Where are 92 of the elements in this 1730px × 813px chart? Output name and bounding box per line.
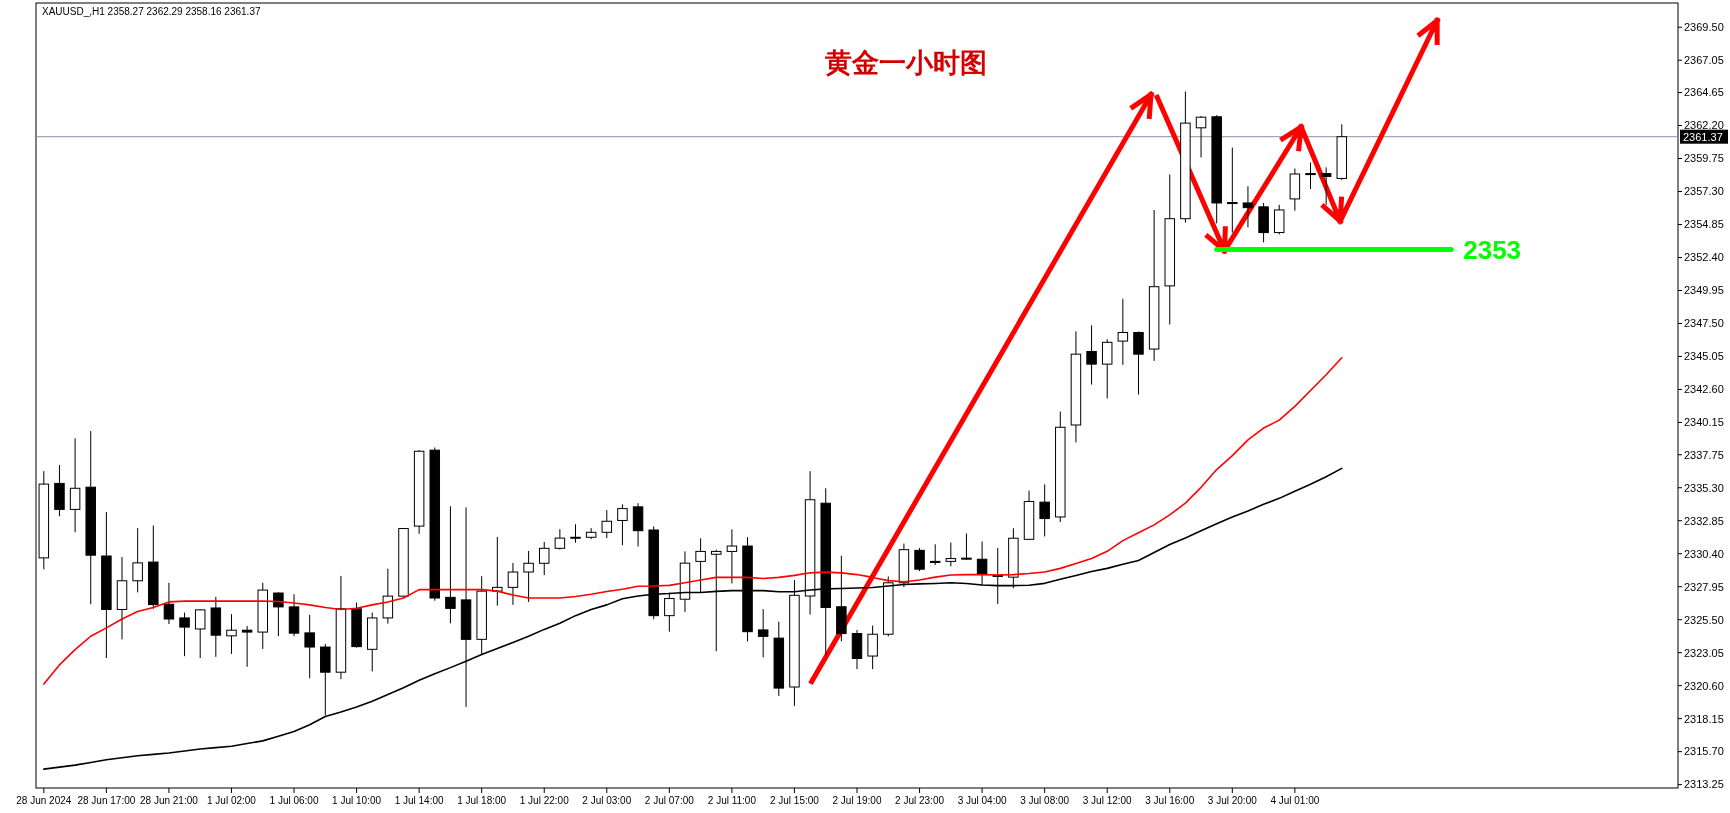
- candlestick: [538, 541, 550, 576]
- x-tick-label: 1 Jul 22:00: [519, 795, 570, 806]
- x-tick-label: 2 Jul 15:00: [769, 795, 820, 806]
- y-tick-label: 2347.50: [1684, 317, 1724, 330]
- x-tick-label: 28 Jun 17:00: [77, 795, 136, 806]
- line-series: [43, 357, 1343, 685]
- candlestick: [241, 625, 253, 668]
- y-tick-label: 2330.40: [1684, 547, 1724, 560]
- y-tick-label: 2369.50: [1684, 21, 1724, 34]
- x-tick-label: 28 Jun 21:00: [140, 795, 199, 806]
- candlestick: [1117, 298, 1129, 366]
- x-tick-label: 1 Jul 02:00: [207, 795, 257, 806]
- x-tick-label: 3 Jul 04:00: [957, 795, 1007, 806]
- candlestick: [1133, 331, 1144, 396]
- x-tick-label: 3 Jul 16:00: [1145, 795, 1195, 806]
- ref-line-label: 2361.37: [1683, 130, 1723, 143]
- candlestick: [445, 505, 456, 624]
- candlestick: [382, 568, 394, 625]
- line-series: [43, 467, 1343, 770]
- x-tick-label: 4 Jul 01:00: [1270, 795, 1320, 806]
- candlestick: [617, 503, 628, 546]
- y-tick-label: 2337.75: [1684, 448, 1724, 461]
- y-tick-label: 2323.05: [1684, 646, 1724, 659]
- text: 黄金一小时图: [824, 47, 988, 78]
- x-tick-label: 3 Jul 12:00: [1082, 795, 1133, 806]
- candlestick: [601, 509, 613, 539]
- y-tick-label: 2318.15: [1684, 712, 1724, 725]
- candlestick: [1305, 162, 1316, 190]
- x-tick-label: 1 Jul 14:00: [394, 795, 445, 806]
- y-tick-label: 2359.75: [1684, 152, 1724, 165]
- y-tick-label: 2340.15: [1684, 416, 1724, 429]
- y-tick-label: 2345.05: [1684, 350, 1724, 363]
- candlestick: [1320, 166, 1332, 206]
- candlestick: [914, 547, 925, 572]
- x-tick-label: 1 Jul 10:00: [332, 795, 382, 806]
- candlestick: [1242, 185, 1254, 228]
- candlestick: [1101, 338, 1113, 399]
- candlestick: [867, 625, 878, 670]
- y-tick-label: 2367.05: [1684, 54, 1724, 67]
- candlestick: [523, 550, 534, 603]
- candlestick: [1273, 204, 1285, 235]
- candlestick: [1086, 324, 1097, 386]
- candlestick: [1195, 115, 1207, 158]
- candlestick: [304, 614, 315, 679]
- candlestick: [132, 527, 143, 593]
- y-tick-label: 2357.30: [1684, 185, 1724, 198]
- candlestick: [570, 523, 581, 544]
- candlestick: [1227, 147, 1238, 234]
- y-tick-label: 2313.25: [1684, 778, 1724, 791]
- y-tick-label: 2315.70: [1684, 745, 1724, 758]
- y-tick-label: 2352.40: [1684, 251, 1724, 264]
- x-tick-label: 1 Jul 06:00: [269, 795, 319, 806]
- candlestick: [664, 591, 675, 633]
- series-label: 2353: [1463, 234, 1522, 265]
- y-tick-label: 2332.85: [1684, 514, 1724, 527]
- candlestick: [757, 608, 769, 658]
- y-tick-label: 2325.50: [1684, 613, 1724, 626]
- x-tick-label: 3 Jul 20:00: [1207, 795, 1258, 806]
- candlestick: [976, 540, 988, 586]
- candlestick: [1039, 483, 1050, 537]
- candlestick: [273, 591, 284, 637]
- y-tick-label: 2342.60: [1684, 383, 1724, 396]
- x-tick-label: 2 Jul 11:00: [707, 795, 757, 806]
- candlestick: [163, 582, 175, 625]
- x-tick-label: 28 Jun 2024: [16, 795, 72, 806]
- y-tick-label: 2335.30: [1684, 481, 1724, 494]
- y-tick-label: 2320.60: [1684, 679, 1724, 692]
- y-tick-label: 2364.65: [1684, 86, 1724, 99]
- candlestick: [226, 613, 237, 655]
- candlestick: [69, 437, 81, 533]
- x-tick-label: 2 Jul 03:00: [582, 795, 632, 806]
- candlestick: [711, 549, 722, 652]
- candlestick: [929, 543, 941, 566]
- candlestick: [554, 528, 566, 551]
- x-tick-label: 2 Jul 19:00: [832, 795, 882, 806]
- y-tick-label: 2327.95: [1684, 580, 1724, 593]
- candlestick: [194, 608, 206, 659]
- candlestick: [179, 612, 190, 657]
- x-tick-label: 2 Jul 23:00: [895, 795, 945, 806]
- x-tick-label: 1 Jul 18:00: [457, 795, 507, 806]
- candlestick: [961, 533, 972, 561]
- x-tick-label: 3 Jul 08:00: [1020, 795, 1070, 806]
- x-tick-label: 2 Jul 07:00: [644, 795, 695, 806]
- chart-subtitle: XAUUSD_,H1 2358.27 2362.29 2358.16 2361.37: [42, 6, 261, 17]
- candlestick: [507, 562, 519, 606]
- candlestick: [945, 542, 957, 567]
- candlestick: [726, 528, 738, 584]
- y-tick-label: 2349.95: [1684, 284, 1724, 297]
- candlestick: [632, 502, 644, 547]
- candlestick: [695, 537, 706, 593]
- y-tick-label: 2362.20: [1684, 119, 1724, 132]
- y-tick-label: 2354.85: [1684, 218, 1724, 231]
